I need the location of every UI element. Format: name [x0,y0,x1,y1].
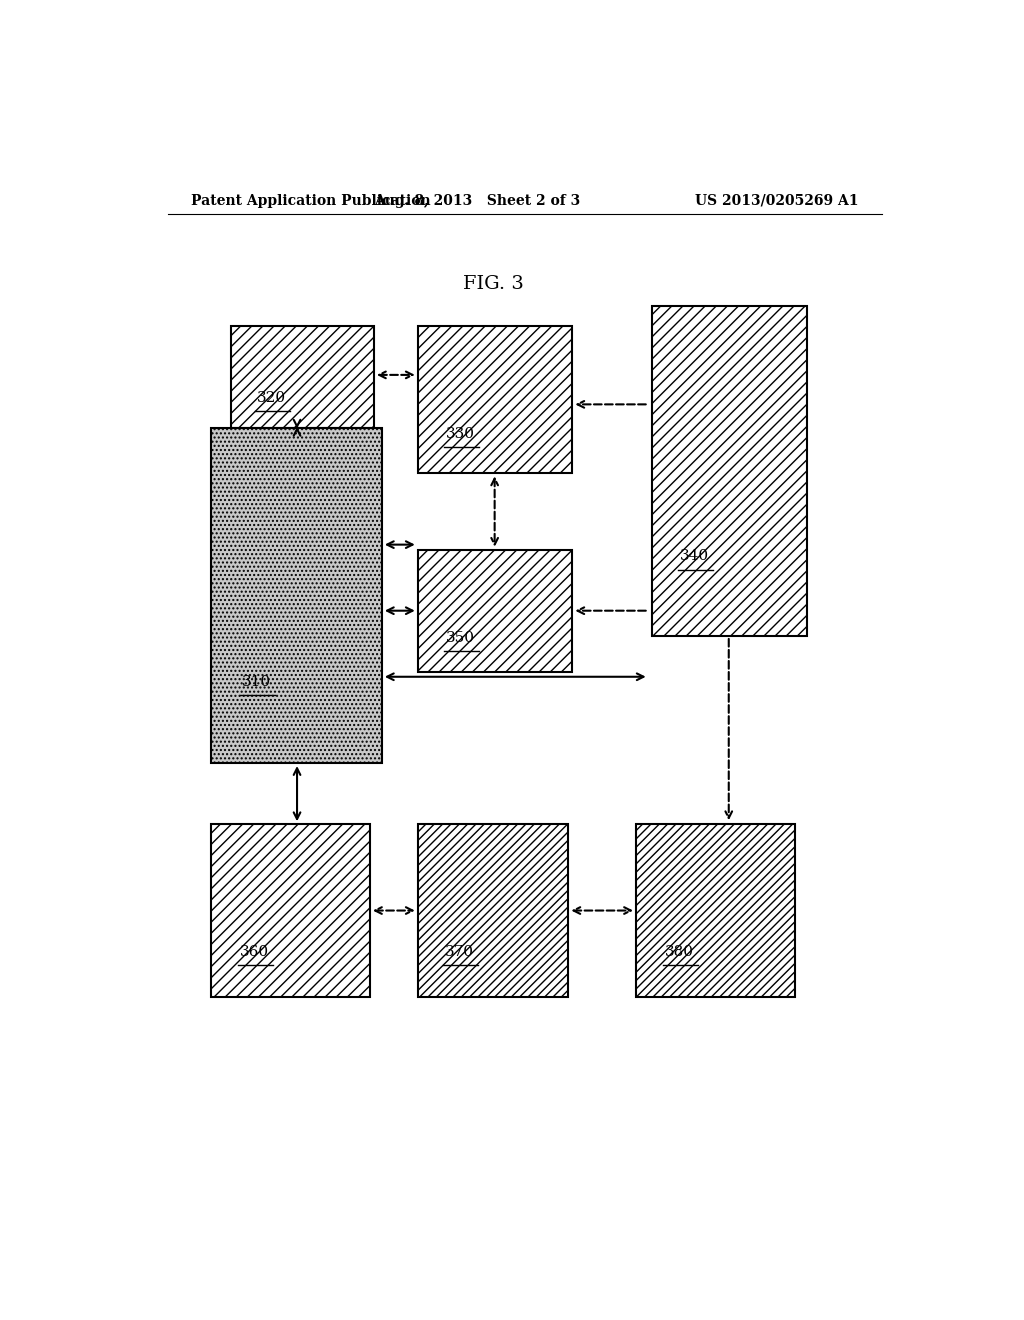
Bar [231,326,374,428]
Text: 330: 330 [445,428,474,441]
Bar [418,549,572,672]
Text: 320: 320 [257,392,286,405]
Text: 360: 360 [240,945,269,958]
Bar [418,326,572,474]
Text: FIG. 3: FIG. 3 [463,276,523,293]
Text: 310: 310 [242,676,271,689]
Text: 380: 380 [665,945,693,958]
Bar [652,306,807,636]
Text: US 2013/0205269 A1: US 2013/0205269 A1 [694,194,858,209]
Text: 350: 350 [445,631,474,645]
Text: 370: 370 [444,945,474,958]
Bar [211,824,370,997]
Bar [211,428,382,763]
Bar [418,824,568,997]
Text: Patent Application Publication: Patent Application Publication [191,194,431,209]
Text: Aug. 8, 2013   Sheet 2 of 3: Aug. 8, 2013 Sheet 2 of 3 [374,194,581,209]
Text: 340: 340 [680,549,709,564]
Bar [636,824,795,997]
